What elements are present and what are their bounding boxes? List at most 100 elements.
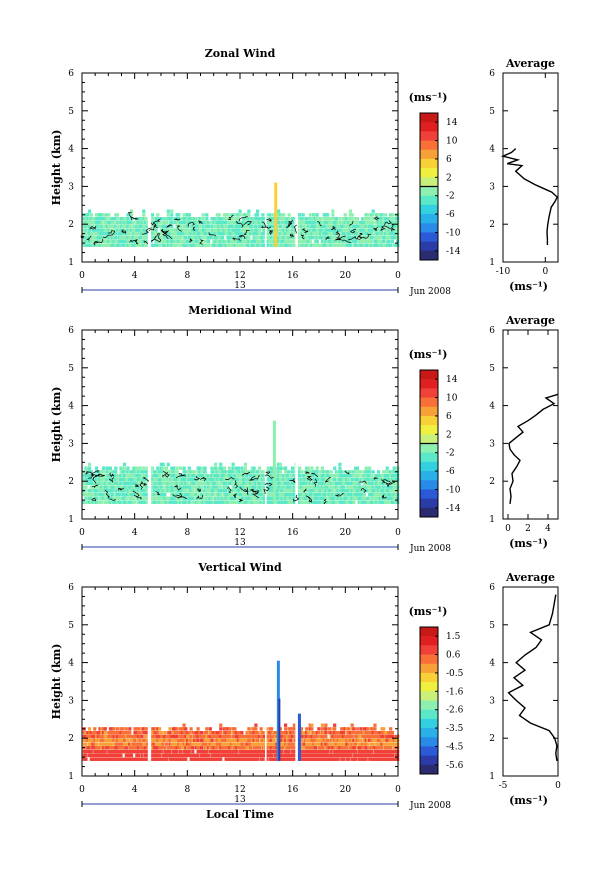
data-cell <box>124 753 128 758</box>
data-cell <box>179 239 183 244</box>
data-cell <box>224 749 228 754</box>
data-cell <box>287 477 291 482</box>
data-cell <box>348 235 352 240</box>
data-cell <box>122 742 127 746</box>
data-cell <box>119 731 123 735</box>
data-cell <box>143 470 148 474</box>
data-cell <box>355 485 359 489</box>
data-cell <box>103 492 107 497</box>
data-cell <box>187 489 191 493</box>
data-cell <box>322 485 326 489</box>
data-cell <box>336 746 340 750</box>
contour-line <box>311 473 319 478</box>
data-cell <box>329 496 333 501</box>
data-cell <box>320 466 324 470</box>
data-cell <box>252 481 256 485</box>
data-cell <box>245 217 249 221</box>
data-cell <box>107 232 111 236</box>
data-cell <box>101 470 106 474</box>
data-cell <box>198 228 202 232</box>
data-cell <box>151 500 155 504</box>
data-cell <box>221 470 225 474</box>
data-cell <box>369 749 373 754</box>
data-cell <box>101 746 106 750</box>
data-cell <box>350 474 354 478</box>
data-cell <box>385 489 389 493</box>
data-cell <box>156 753 160 758</box>
data-cell <box>133 757 137 761</box>
data-cell <box>105 734 109 739</box>
data-cell <box>236 474 240 478</box>
data-cell <box>327 217 331 221</box>
data-cell <box>243 742 247 746</box>
data-cell <box>329 217 333 221</box>
data-cell <box>278 474 282 478</box>
data-cell <box>136 727 141 731</box>
data-cell <box>387 734 391 739</box>
data-cell <box>172 217 176 221</box>
data-cell <box>336 228 340 232</box>
y-axis-label: Height (km) <box>50 130 63 206</box>
contour-line <box>338 233 346 240</box>
data-cell <box>187 243 191 247</box>
data-cell <box>231 470 235 474</box>
data-cell <box>226 224 230 228</box>
data-cell <box>347 243 351 247</box>
data-cell <box>284 492 288 497</box>
data-cell <box>228 757 232 761</box>
data-cell <box>154 239 158 244</box>
data-cell <box>107 500 111 504</box>
data-cell <box>170 734 174 739</box>
data-cell <box>301 228 305 232</box>
data-cell <box>107 489 111 493</box>
data-cell <box>266 220 270 225</box>
data-cell <box>361 731 365 735</box>
data-cell <box>93 731 97 735</box>
data-cell <box>357 742 361 746</box>
data-cell <box>257 466 261 470</box>
data-cell <box>245 500 249 504</box>
data-cell <box>180 485 184 489</box>
data-cell <box>208 738 212 742</box>
data-cell <box>175 757 179 761</box>
data-cell <box>110 731 114 735</box>
data-cell <box>368 228 372 232</box>
data-cell <box>266 477 270 482</box>
data-cell <box>270 481 274 485</box>
data-cell <box>313 757 317 761</box>
data-cell <box>345 742 349 746</box>
data-cell <box>271 217 275 221</box>
x-tick-label: 4 <box>132 271 138 281</box>
data-cell <box>292 485 296 489</box>
data-cell <box>229 500 233 504</box>
contour-line <box>330 225 336 230</box>
data-cell <box>242 734 246 739</box>
data-cell <box>136 742 141 746</box>
data-cell <box>317 746 321 750</box>
data-cell <box>380 481 384 485</box>
data-cell <box>233 232 237 236</box>
data-cell <box>191 757 195 761</box>
data-cell <box>378 731 382 735</box>
data-cell <box>245 496 249 501</box>
data-cell <box>103 749 107 754</box>
data-cell <box>200 485 204 489</box>
data-cell <box>198 485 202 489</box>
data-cell <box>284 481 288 485</box>
data-cell <box>291 235 295 240</box>
data-cell <box>271 243 275 247</box>
data-cell <box>231 243 235 247</box>
data-cell <box>226 239 230 244</box>
x-tick-label: 0 <box>79 785 85 795</box>
data-cell <box>103 239 107 244</box>
data-cell <box>215 738 219 742</box>
data-cell <box>280 738 284 742</box>
data-cell <box>315 492 319 497</box>
contour-line <box>269 229 273 235</box>
data-cell <box>136 749 141 754</box>
data-cell <box>273 734 277 739</box>
data-cell <box>184 477 188 482</box>
data-cell <box>145 496 149 501</box>
data-cell <box>242 746 246 750</box>
